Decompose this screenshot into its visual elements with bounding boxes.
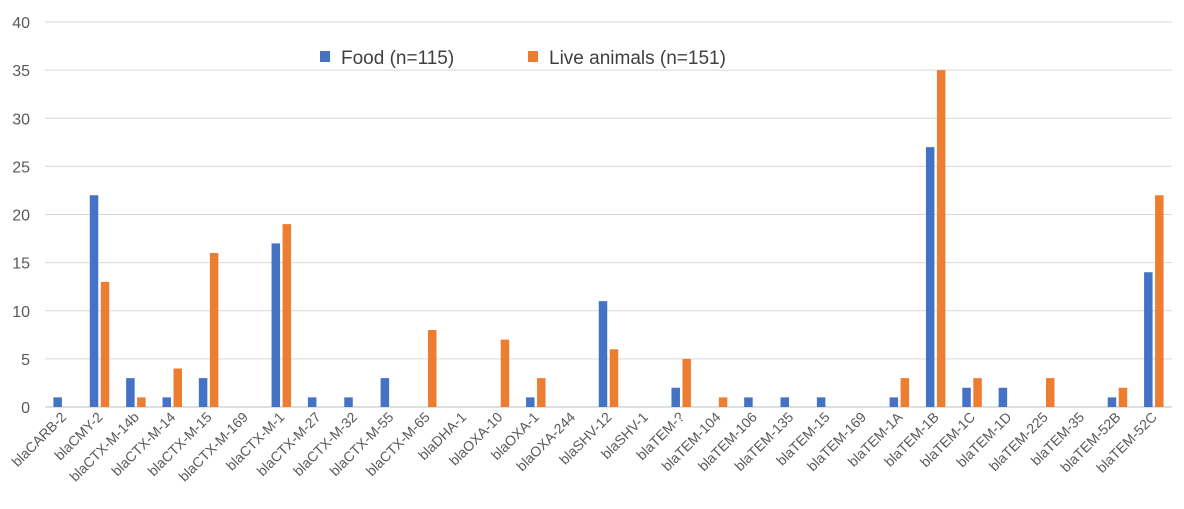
bar-food-blaTEM-1A: [889, 397, 899, 408]
bar-food-blaTEM-1B: [925, 147, 935, 408]
bar-food-blaCTX-M-15: [198, 378, 208, 408]
bar-food-blaCTX-M-1: [271, 243, 281, 408]
bar-food-blaCMY-2: [89, 195, 99, 407]
bar-food-blaCTX-M-32: [344, 397, 353, 408]
y-tick-label: 25: [12, 159, 30, 176]
bar-live-animals-blaCTX-M-14: [173, 368, 182, 407]
bar-food-blaSHV-12: [598, 301, 608, 408]
bar-live-animals-blaTEM-1B: [936, 70, 946, 408]
bar-live-animals-blaTEM-1C: [973, 378, 982, 408]
gridlines: [45, 21, 1172, 408]
bar-live-animals-blaOXA-1: [537, 378, 546, 408]
y-tick-label: 15: [12, 256, 30, 273]
bar-food-blaTEM-52B: [1107, 397, 1117, 408]
legend-swatch-live-animals: [528, 51, 538, 62]
bar-live-animals-blaCTX-M-14b: [137, 397, 146, 408]
bar-food-blaCTX-M-27: [307, 397, 317, 408]
bar-food-blaTEM-?: [671, 387, 680, 407]
bar-live-animals-blaTEM-52C: [1155, 195, 1164, 407]
bar-food-blaTEM-106: [744, 397, 753, 408]
y-axis-tick-labels: 0 5 10 15 20 25 30 35 40: [12, 15, 30, 417]
bar-live-animals-blaSHV-12: [609, 349, 619, 407]
bar-food-blaTEM-1C: [962, 387, 971, 407]
bar-food-blaTEM-15: [816, 397, 826, 408]
bar-food-blaCARB-2: [53, 397, 62, 408]
y-tick-label: 5: [21, 352, 30, 369]
legend-label-live-animals: Live animals (n=151): [549, 48, 726, 69]
bar-food-blaCTX-M-14b: [126, 378, 135, 408]
bar-food-blaTEM-1D: [998, 387, 1008, 407]
bar-live-animals-blaTEM-1A: [900, 378, 910, 408]
bar-food-blaCTX-M-14: [162, 397, 171, 408]
bar-live-animals-blaCTX-M-1: [282, 224, 292, 408]
bar-food-blaTEM-52C: [1144, 272, 1153, 407]
legend-label-food: Food (n=115): [341, 48, 454, 69]
bar-food-blaOXA-1: [526, 397, 535, 408]
bars: [53, 70, 1164, 408]
y-tick-label: 30: [12, 111, 30, 128]
bar-live-animals-blaCMY-2: [100, 281, 110, 408]
bar-live-animals-blaOXA-10: [500, 339, 510, 408]
bar-live-animals-blaTEM-225: [1046, 378, 1055, 408]
y-tick-label: 10: [12, 304, 30, 321]
bar-food-blaTEM-135: [780, 397, 790, 408]
y-tick-label: 40: [12, 15, 30, 32]
bar-live-animals-blaTEM-?: [682, 358, 691, 408]
y-tick-label: 20: [12, 208, 30, 225]
legend: Food (n=115) Live animals (n=151): [320, 48, 726, 69]
legend-swatch-food: [320, 51, 330, 62]
y-tick-label: 0: [21, 400, 30, 417]
bar-live-animals-blaCTX-M-65: [427, 330, 437, 407]
bar-food-blaCTX-M-55: [380, 378, 390, 408]
bar-live-animals-blaTEM-52B: [1118, 387, 1128, 407]
x-axis-tick-labels: blaCARB-2blaCMY-2blaCTX-M-14bblaCTX-M-14…: [8, 408, 1159, 484]
bar-live-animals-blaTEM-104: [718, 397, 728, 408]
y-tick-label: 35: [12, 63, 30, 80]
bar-live-animals-blaCTX-M-15: [209, 253, 219, 407]
